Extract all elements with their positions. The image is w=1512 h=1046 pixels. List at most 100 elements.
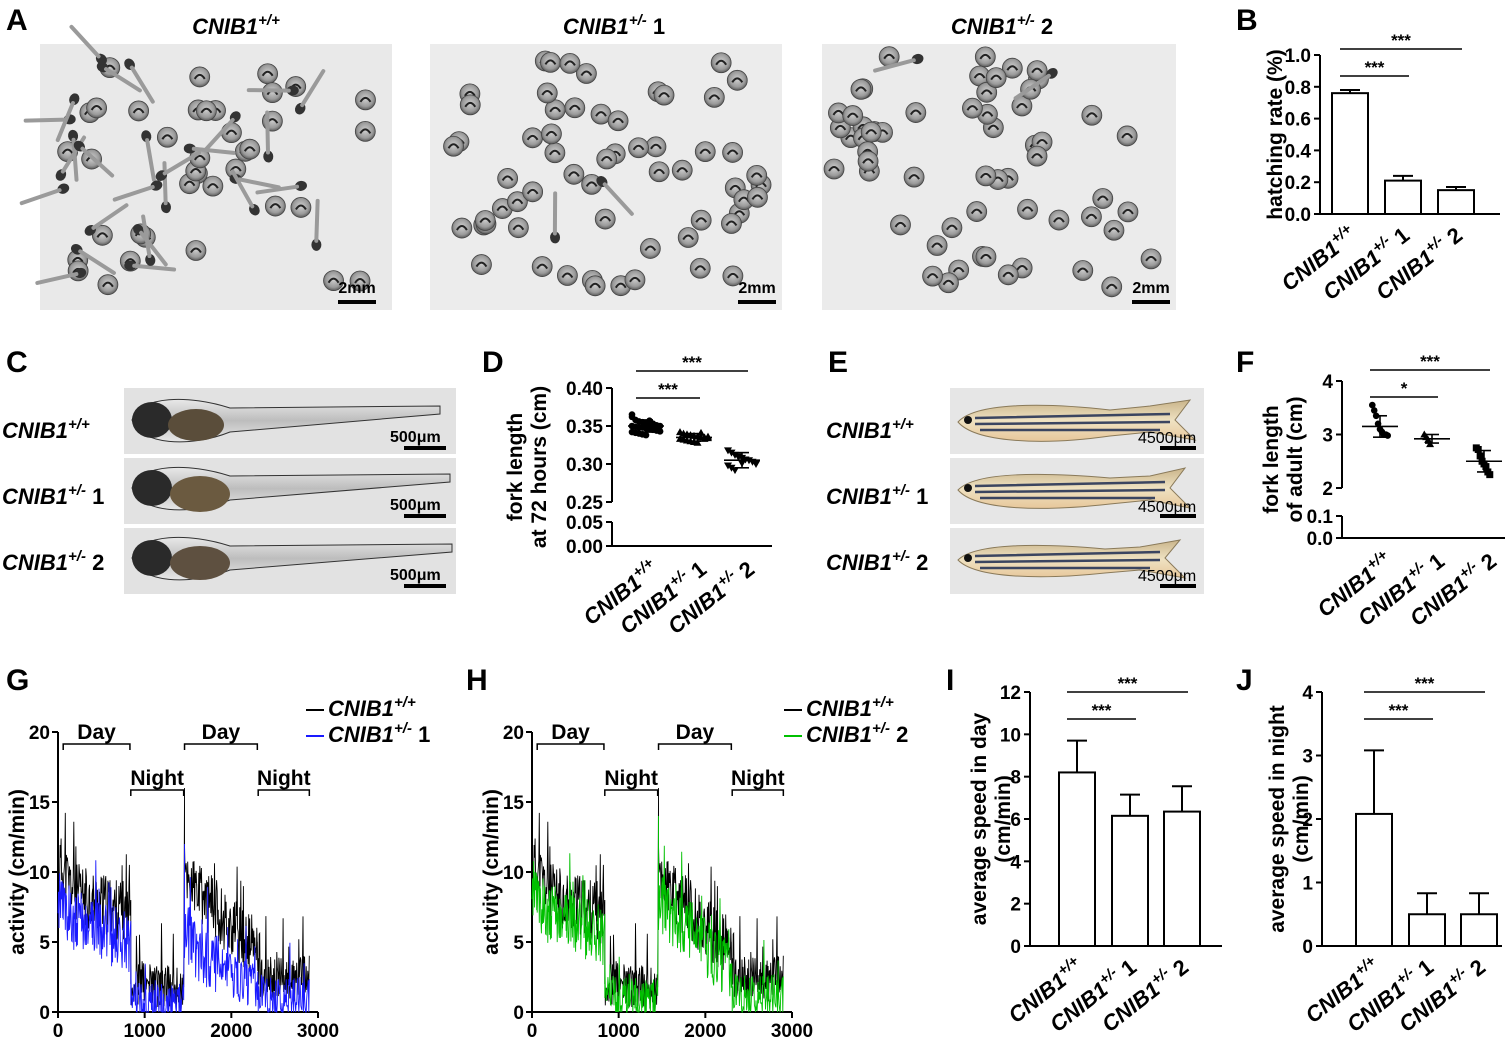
hatched-larva: [1013, 68, 1058, 101]
fish-eye: [964, 484, 972, 492]
y-tick-label: 3: [1302, 747, 1313, 768]
y-tick-label: 0.2: [1285, 173, 1311, 194]
fish-row-het2: CNIB1+/- 2 4500μm: [826, 528, 1204, 594]
embryo: [193, 154, 206, 161]
y-tick-label: 0: [1010, 937, 1021, 958]
embryo: [632, 144, 645, 151]
scale-label: 500μm: [390, 497, 441, 514]
hatched-larva: [70, 244, 116, 275]
larva-head: [132, 470, 172, 506]
y-tick-label: 0.1: [1307, 507, 1334, 528]
embryo: [568, 171, 580, 177]
embryo: [1031, 67, 1043, 74]
egg: [531, 256, 553, 277]
embryo: [946, 224, 958, 231]
y-axis-title: average speed in night: [1266, 705, 1289, 933]
embryo: [828, 166, 840, 172]
larva-row-wildtype: CNIB1+/+ 500μm: [2, 388, 456, 454]
scale-label: 500μm: [390, 429, 441, 446]
egg: [349, 270, 371, 292]
larva-tail: [19, 188, 62, 206]
larva-tail: [552, 191, 558, 236]
embryo: [725, 220, 738, 227]
y-tick-label: 6: [1010, 810, 1021, 831]
egg: [689, 257, 711, 279]
y-tick-label: 5: [39, 933, 50, 954]
legend-label: CNIB1+/- 2: [806, 720, 908, 747]
y-tick-label: 0: [513, 1003, 524, 1024]
phase-bracket: [62, 743, 131, 750]
larva-tail: [145, 138, 156, 182]
embryo: [979, 53, 992, 60]
data-point: [642, 431, 650, 439]
egg: [860, 121, 882, 143]
embryo: [952, 267, 965, 273]
x-tick-label: 3000: [297, 1021, 339, 1041]
y-tick-label: 4: [1302, 683, 1313, 704]
bar: [1460, 913, 1498, 947]
y-tick-label: 8: [1010, 768, 1021, 789]
panel-letter-a: A: [6, 4, 28, 37]
embryo: [862, 158, 874, 164]
y-axis-title: activity (cm/min): [6, 789, 29, 955]
embryo: [612, 117, 624, 124]
y-tick-label: 1: [1302, 874, 1313, 895]
y-tick-label: 10: [503, 863, 524, 884]
embryo: [90, 104, 103, 111]
data-point: [1474, 445, 1482, 453]
series-line: [57, 843, 310, 1013]
significance-label: ***: [1118, 674, 1138, 693]
larva-tail: [141, 214, 152, 259]
embryo: [193, 73, 206, 80]
embryo: [183, 180, 196, 187]
scale-label: 4500μm: [1138, 499, 1196, 516]
embryo: [464, 90, 476, 97]
chart-g: 051015200100020003000minactivity (cm/min…: [6, 694, 430, 1046]
embryo: [207, 183, 219, 189]
embryo: [190, 247, 202, 254]
egg: [474, 210, 496, 231]
embryo: [708, 94, 721, 100]
y-tick-label: 4: [1322, 372, 1333, 393]
embryo: [1122, 208, 1134, 215]
hatched-larva: [203, 111, 241, 152]
data-point: [1370, 407, 1378, 414]
egg: [443, 135, 464, 157]
larva-tail: [265, 110, 270, 155]
larva-row-het1: CNIB1+/- 1 500μm: [2, 458, 456, 524]
egg: [128, 100, 150, 122]
x-tick-label: 1000: [124, 1021, 166, 1041]
embryo: [599, 216, 612, 222]
hatched-larva: [160, 161, 171, 214]
egg: [195, 100, 217, 122]
larva-tail: [237, 177, 281, 190]
data-point: [1369, 401, 1376, 409]
embryo: [1036, 139, 1048, 145]
egg: [941, 217, 963, 239]
egg: [823, 158, 845, 180]
fish-stripes: [974, 412, 1171, 432]
embryo: [464, 101, 477, 108]
egg: [607, 110, 629, 132]
hatched-larva: [141, 130, 156, 182]
y-tick-label: 2: [1322, 479, 1333, 500]
y-tick-label: 0.6: [1285, 110, 1311, 131]
egg: [653, 84, 675, 106]
data-point: [724, 462, 732, 470]
hatched-larva: [112, 180, 163, 202]
significance-label: *: [1401, 379, 1408, 398]
larva-tail: [873, 58, 916, 73]
embryo: [682, 234, 695, 241]
egg: [221, 122, 242, 144]
larva-tail: [246, 88, 291, 93]
egg: [185, 240, 207, 261]
hatched-larva: [73, 140, 115, 178]
egg: [540, 51, 561, 73]
data-point: [693, 438, 702, 446]
fish-eye: [964, 416, 972, 424]
larva-tail: [255, 184, 300, 195]
larva-head: [160, 201, 171, 214]
x-tick-label: 3000: [771, 1021, 813, 1041]
